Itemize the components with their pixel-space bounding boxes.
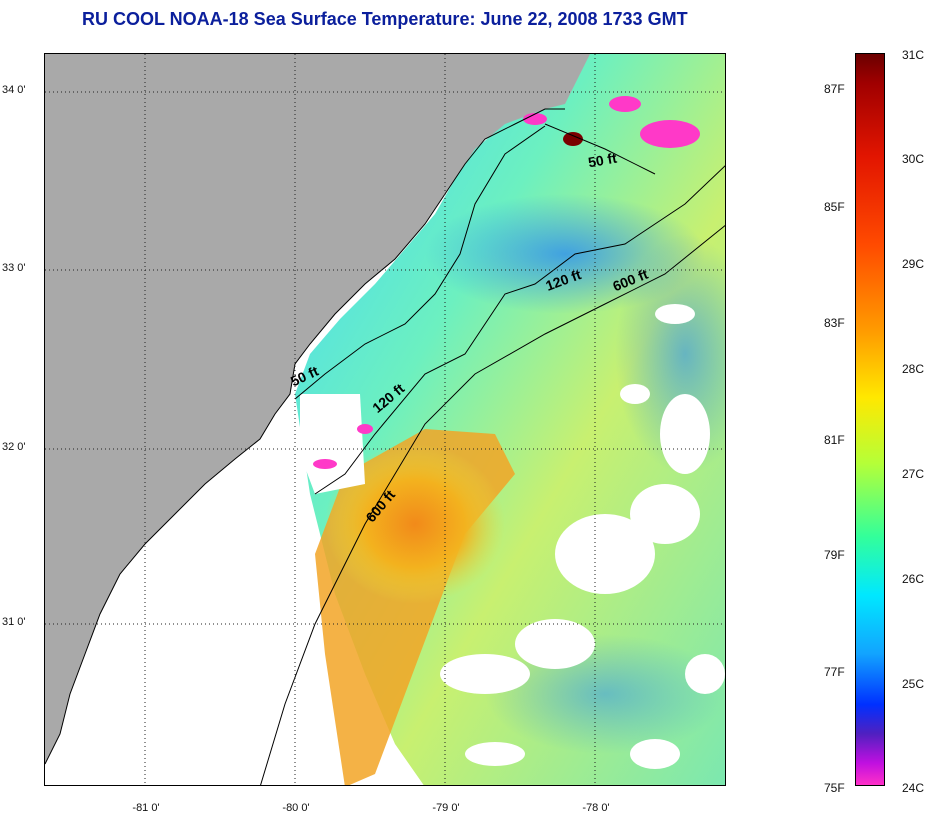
coastline — [45, 108, 565, 765]
sst-map — [45, 54, 725, 785]
sst-map-area: 34 0' 33 0' 32 0' 31 0' -81 0' -80 0' -7… — [2, 53, 726, 814]
colorbar-c-label: 28C — [902, 362, 925, 376]
colorbar-f-label: 75F — [824, 781, 845, 795]
map-title: RU COOL NOAA-18 Sea Surface Temperature:… — [82, 9, 688, 29]
hot-spot — [563, 132, 583, 146]
lon-tick-label: -79 0' — [432, 802, 460, 814]
lon-tick-label: -78 0' — [582, 802, 610, 814]
colorbar-c-label: 24C — [902, 781, 925, 795]
colorbar-f-label: 87F — [824, 82, 845, 96]
lon-tick-label: -81 0' — [132, 802, 160, 814]
temperature-colorbar — [855, 53, 885, 786]
land-gray — [45, 54, 590, 764]
cold-spots — [313, 96, 700, 469]
lon-tick-label: -80 0' — [282, 802, 310, 814]
colorbar-c-label: 27C — [902, 467, 925, 481]
lat-tick-label: 32 0' — [2, 441, 26, 453]
isobath-600ft — [260, 224, 725, 785]
lat-tick-label: 33 0' — [2, 262, 26, 274]
isobath-50ft — [294, 123, 656, 400]
colorbar-c-label: 25C — [902, 677, 925, 691]
colorbar-c-label: 29C — [902, 257, 925, 271]
map-frame[interactable] — [44, 53, 726, 786]
graticule — [45, 54, 725, 785]
lat-tick-label: 31 0' — [2, 616, 26, 628]
colorbar-f-label: 79F — [824, 548, 845, 562]
colorbar-c-label: 31C — [902, 48, 925, 62]
colorbar-f-label: 81F — [824, 433, 845, 447]
warm-core — [325, 444, 505, 604]
colorbar-f-label: 77F — [824, 665, 845, 679]
colorbar-c-label: 26C — [902, 572, 925, 586]
colorbar-c-label: 30C — [902, 152, 925, 166]
colorbar-f-label: 83F — [824, 316, 845, 330]
colorbar-f-label: 85F — [824, 200, 845, 214]
isobath-120ft — [314, 165, 725, 495]
cloud-patches — [300, 304, 725, 769]
lat-tick-label: 34 0' — [2, 84, 26, 96]
